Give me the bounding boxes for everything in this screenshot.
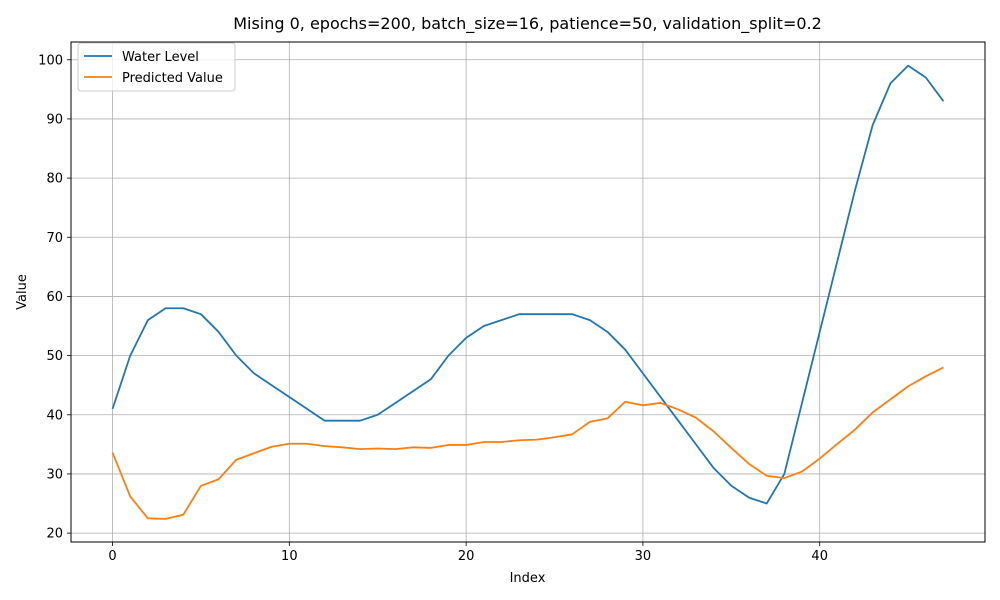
x-tick-label: 30 xyxy=(635,549,652,564)
grid-lines xyxy=(71,42,985,542)
y-tick-label: 80 xyxy=(46,172,63,187)
series-line-predicted-value xyxy=(111,366,944,520)
series-lines xyxy=(111,64,945,520)
legend-box xyxy=(77,42,236,92)
y-tick-label: 30 xyxy=(46,467,63,482)
chart-title: Mising 0, epochs=200, batch_size=16, pat… xyxy=(233,14,822,34)
x-axis-ticks: 0 10 20 30 40 xyxy=(108,542,828,564)
series-line-water-level xyxy=(111,64,945,505)
x-tick-label: 10 xyxy=(281,549,298,564)
x-axis-label: Index xyxy=(510,571,546,586)
legend-label-predicted-value: Predicted Value xyxy=(122,71,223,86)
y-axis-ticks: 20 30 40 50 60 70 80 90 100 xyxy=(38,53,71,542)
legend-label-water-level: Water Level xyxy=(122,50,199,65)
plot-frame xyxy=(70,41,986,543)
x-tick-label: 20 xyxy=(458,549,475,564)
y-tick-label: 50 xyxy=(46,349,63,364)
legend: Water Level Predicted Value xyxy=(77,42,236,92)
x-tick-label: 0 xyxy=(108,549,116,564)
x-tick-label: 40 xyxy=(811,549,828,564)
y-tick-label: 40 xyxy=(46,408,63,423)
y-tick-label: 90 xyxy=(46,112,63,127)
y-tick-label: 60 xyxy=(46,290,63,305)
y-tick-label: 20 xyxy=(46,527,63,542)
y-axis-label: Value xyxy=(15,274,30,310)
y-tick-label: 100 xyxy=(38,53,63,68)
y-tick-label: 70 xyxy=(46,231,63,246)
